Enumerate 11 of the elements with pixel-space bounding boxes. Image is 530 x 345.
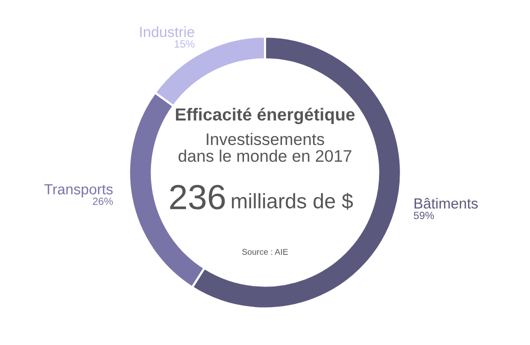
text: milliards de $ [232,192,353,210]
text: Efficacité énergétique [176,108,355,124]
source-note: Source : AIE [242,248,288,255]
slice-label: Industrie [140,26,194,38]
text: Investissements dans le monde en 2017 [178,132,352,162]
slice-label: Bâtiments [414,198,478,209]
text: 236 [170,184,225,210]
slice-label: Transports [44,184,113,198]
data-label: 59% [414,212,434,220]
data-label: 15% [174,40,194,48]
data-label: 26% [92,198,113,205]
